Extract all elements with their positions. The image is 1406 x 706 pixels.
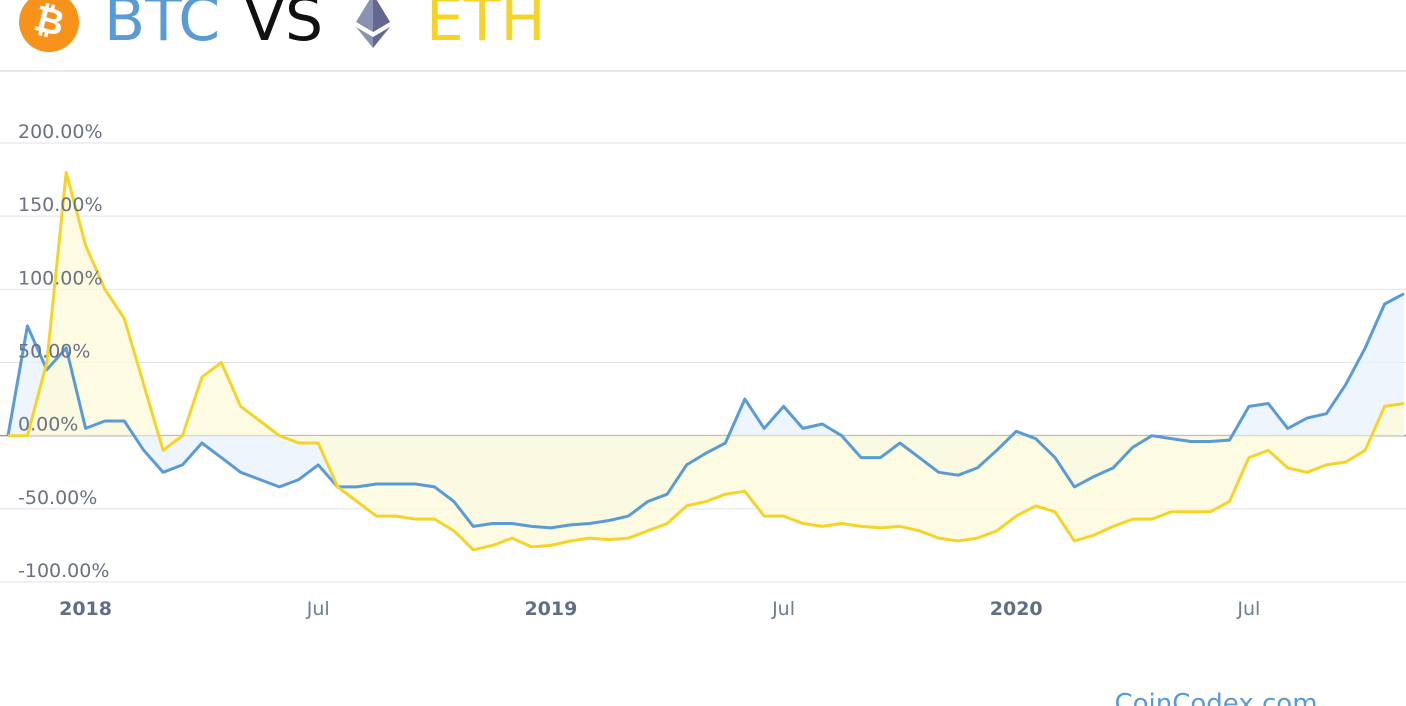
plot (6, 170, 1405, 552)
y-tick-label: 100.00% (18, 267, 103, 289)
series-area (8, 172, 1404, 550)
y-tick-label: 150.00% (18, 194, 103, 216)
eth-icon (356, 0, 390, 48)
series-line (8, 170, 1405, 552)
watermark: CoinCodex.com (1114, 689, 1317, 706)
x-tick-label: Jul (771, 598, 795, 620)
y-tick-label: -100.00% (18, 560, 109, 582)
x-tick-label: 2020 (990, 598, 1043, 620)
chart-title: VS (244, 0, 323, 55)
x-tick-label: Jul (306, 598, 330, 620)
x-tick-label: 2018 (59, 598, 112, 620)
title-btc: BTC (104, 0, 220, 55)
y-tick-label: 0.00% (18, 414, 78, 436)
y-tick-label: 200.00% (18, 121, 103, 143)
y-tick-label: -50.00% (18, 487, 97, 509)
y-tick-label: 50.00% (18, 341, 90, 363)
x-tick-label: Jul (1236, 598, 1260, 620)
labels: 200.00% 150.00% 100.00% 50.00% 0.00% -50.00% -… (18, 121, 1260, 620)
grid (0, 142, 1406, 583)
series-line (6, 292, 1405, 530)
x-tick-label: 2019 (524, 598, 577, 620)
btc-icon: ₿ (19, 0, 79, 52)
title-eth: ETH (426, 0, 546, 55)
